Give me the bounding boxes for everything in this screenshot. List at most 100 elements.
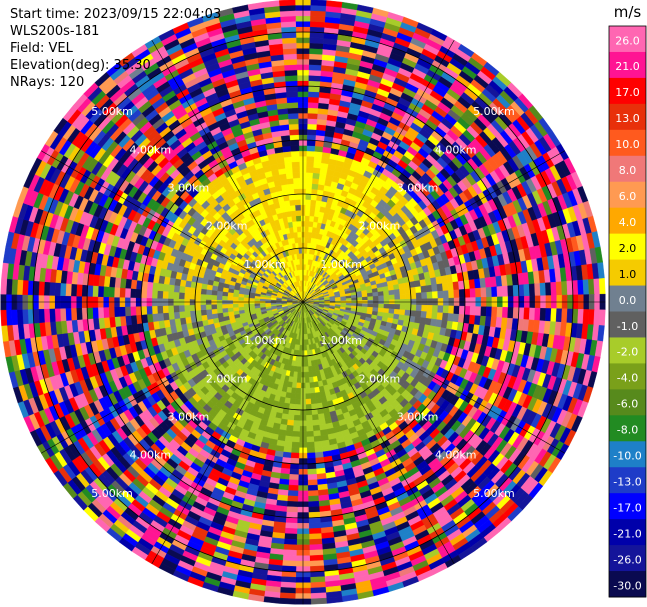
velocity-cell xyxy=(310,587,327,594)
velocity-cell xyxy=(441,312,449,322)
velocity-cell xyxy=(309,42,324,50)
velocity-cell xyxy=(453,305,460,315)
velocity-cell xyxy=(308,527,322,535)
velocity-cell xyxy=(289,463,300,470)
velocity-cell xyxy=(227,307,234,313)
velocity-cell xyxy=(281,560,297,567)
velocity-cell xyxy=(437,290,444,299)
velocity-cell xyxy=(491,286,498,298)
velocity-cell xyxy=(304,355,308,362)
velocity-cell xyxy=(436,283,444,292)
velocity-cell xyxy=(453,289,460,299)
velocity-cell xyxy=(512,284,520,297)
velocity-cell xyxy=(306,436,315,443)
velocity-cell xyxy=(184,310,191,318)
velocity-cell xyxy=(309,392,316,400)
velocity-cell xyxy=(507,285,514,297)
velocity-cell xyxy=(448,289,455,299)
velocity-cell xyxy=(312,430,321,437)
velocity-cell xyxy=(146,313,154,323)
velocity-cell xyxy=(290,392,297,400)
velocity-cell xyxy=(304,231,309,238)
velocity-cell xyxy=(420,285,428,293)
velocity-cell xyxy=(426,291,433,299)
velocity-cell xyxy=(561,280,568,296)
velocity-cell xyxy=(288,474,299,481)
velocity-cell xyxy=(496,286,503,298)
velocity-cell xyxy=(307,102,319,109)
velocity-cell xyxy=(305,420,313,427)
velocity-cell xyxy=(593,309,601,326)
velocity-cell xyxy=(243,303,250,307)
velocity-cell xyxy=(308,371,314,378)
velocity-cell xyxy=(464,288,471,299)
velocity-cell xyxy=(307,484,319,492)
velocity-cell xyxy=(399,288,406,295)
velocity-cell xyxy=(304,377,310,384)
velocity-cell xyxy=(303,339,307,346)
velocity-cell xyxy=(306,161,315,168)
velocity-cell xyxy=(398,283,405,290)
velocity-cell xyxy=(480,306,487,317)
velocity-cell xyxy=(279,597,296,605)
velocity-cell xyxy=(550,281,557,296)
velocity-cell xyxy=(310,10,327,17)
velocity-cell xyxy=(308,69,322,77)
velocity-cell xyxy=(378,303,385,309)
velocity-cell xyxy=(314,386,320,394)
velocity-cell xyxy=(361,293,368,298)
velocity-cell xyxy=(205,308,213,315)
velocity-cell xyxy=(309,53,323,60)
velocity-cell xyxy=(305,414,313,422)
velocity-cell xyxy=(280,576,297,583)
velocity-cell xyxy=(309,576,326,583)
velocity-cell xyxy=(378,295,385,301)
velocity-cell xyxy=(539,282,547,297)
velocity-cell xyxy=(305,193,312,200)
velocity-cell xyxy=(283,440,293,448)
velocity-cell xyxy=(304,350,308,357)
velocity-cell xyxy=(259,302,266,306)
velocity-cell xyxy=(290,447,300,454)
velocity-cell xyxy=(304,382,311,389)
velocity-cell xyxy=(523,307,530,321)
velocity-cell xyxy=(211,313,219,319)
velocity-cell xyxy=(528,283,536,297)
velocity-cell xyxy=(312,167,321,174)
velocity-cell xyxy=(308,75,322,82)
velocity-cell xyxy=(409,310,417,318)
velocity-cell xyxy=(485,286,493,298)
velocity-cell xyxy=(297,366,302,373)
velocity-cell xyxy=(173,311,181,320)
velocity-cell xyxy=(309,387,316,394)
velocity-cell xyxy=(307,479,318,486)
velocity-cell xyxy=(232,303,239,308)
velocity-cell xyxy=(313,156,323,164)
velocity-cell xyxy=(312,172,321,180)
velocity-cell xyxy=(211,308,218,315)
velocity-cell xyxy=(431,284,438,293)
velocity-cell xyxy=(157,312,165,322)
velocity-cell xyxy=(308,58,323,66)
velocity-cell xyxy=(405,293,412,300)
velocity-cell xyxy=(555,281,563,296)
velocity-cell xyxy=(308,533,322,540)
velocity-cell xyxy=(309,544,323,551)
velocity-cell xyxy=(310,597,327,605)
velocity-cells xyxy=(0,0,606,605)
velocity-cell xyxy=(447,282,454,291)
velocity-cell xyxy=(305,387,311,395)
velocity-cell xyxy=(189,310,197,318)
velocity-cell xyxy=(283,538,298,546)
velocity-cell xyxy=(307,495,319,502)
velocity-cell xyxy=(448,305,455,315)
velocity-cell xyxy=(248,303,255,307)
velocity-cell xyxy=(307,112,319,120)
velocity-cell xyxy=(308,85,321,93)
velocity-cell xyxy=(452,281,460,291)
velocity-cell xyxy=(313,440,323,448)
velocity-cell xyxy=(294,404,301,411)
velocity-cell xyxy=(309,21,326,28)
velocity-cell xyxy=(415,292,423,300)
velocity-cell xyxy=(351,297,358,301)
